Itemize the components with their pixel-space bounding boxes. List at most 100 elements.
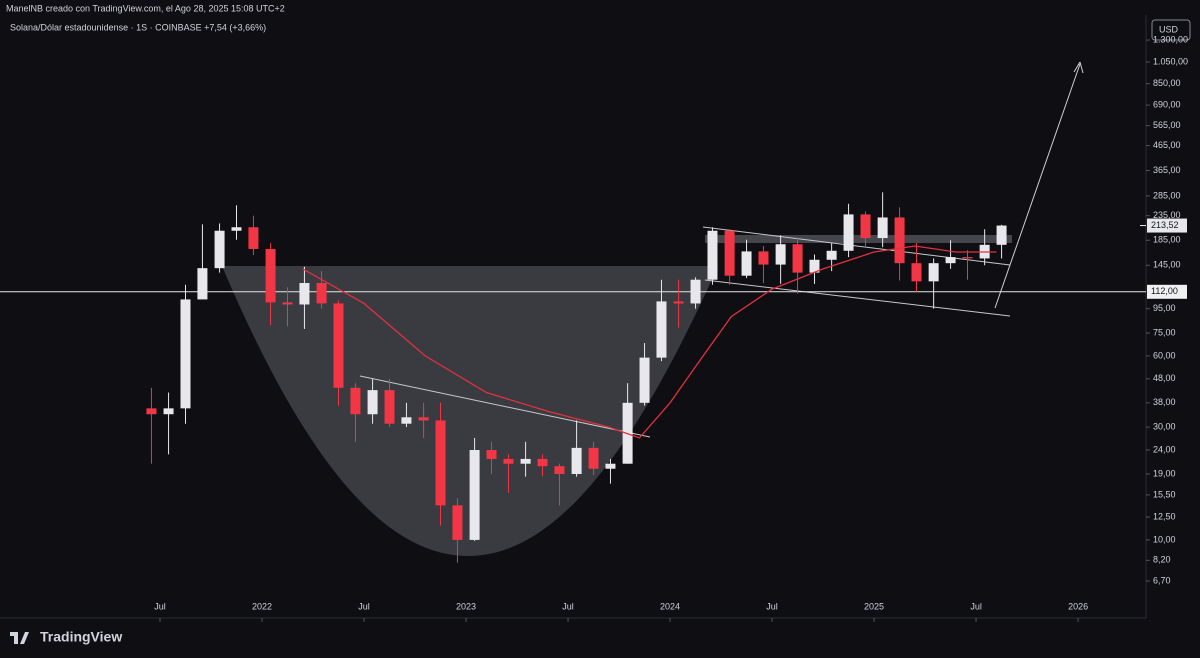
candle-body — [911, 263, 922, 282]
y-tick-label: 15,50 — [1153, 489, 1176, 499]
candle-body — [197, 268, 208, 300]
candle-body — [486, 450, 497, 459]
x-tick-label: Jul — [358, 601, 370, 611]
candle-body — [180, 299, 191, 409]
x-tick-label: 2024 — [660, 601, 680, 611]
y-tick-label: 60,00 — [1153, 350, 1176, 360]
candle-body — [469, 450, 480, 540]
candle-body — [758, 251, 769, 265]
y-tick-label: 690,00 — [1153, 99, 1181, 109]
candle-body — [401, 417, 412, 424]
y-tick-label: 75,00 — [1153, 327, 1176, 337]
candle-body — [605, 463, 616, 469]
candle-body — [724, 230, 735, 276]
symbol-title: Solana/Dólar estadounidense · 1S · COINB… — [10, 22, 266, 32]
y-tick-label: 24,00 — [1153, 444, 1176, 454]
x-tick-label: Jul — [154, 601, 166, 611]
candle-body — [860, 214, 871, 239]
candle-body — [537, 458, 548, 467]
candle-body — [877, 217, 888, 239]
candle-body — [163, 408, 174, 415]
y-tick-label: 1.050,00 — [1153, 56, 1188, 66]
candle-body — [775, 244, 786, 265]
candle-body — [588, 447, 599, 469]
candle-body — [809, 259, 820, 273]
candle-body — [690, 279, 701, 304]
candle-body — [350, 387, 361, 415]
candle-body — [571, 447, 582, 474]
x-tick-label: 2023 — [456, 601, 476, 611]
candle-body — [894, 217, 905, 264]
candle-body — [282, 302, 293, 305]
candle-body — [299, 283, 310, 305]
x-tick-label: 2022 — [252, 601, 272, 611]
trend-line — [359, 375, 651, 438]
y-tick-label: 235,00 — [1153, 210, 1181, 220]
channel-bottom — [704, 279, 1011, 317]
y-tick-label: 185,00 — [1153, 235, 1181, 245]
channel-top — [702, 226, 1011, 266]
candle-body — [707, 230, 718, 280]
y-tick-label: 565,00 — [1153, 120, 1181, 130]
candle-body — [435, 420, 446, 506]
candle-body — [639, 357, 650, 403]
candle-body — [146, 408, 157, 415]
candle-body — [792, 244, 803, 273]
currency-button[interactable] — [1151, 19, 1191, 41]
candle-body — [384, 390, 395, 424]
candle-body — [333, 303, 344, 388]
arrow-head — [1073, 61, 1084, 74]
candle-body — [741, 251, 752, 276]
y-tick-label: 6,70 — [1153, 575, 1171, 585]
candle-body — [962, 257, 973, 259]
candle-body — [843, 214, 854, 251]
plot — [0, 192, 1146, 563]
candle-body — [996, 225, 1007, 245]
y-tick-label: 1.300,00 — [1153, 34, 1188, 44]
moving-average — [302, 245, 997, 439]
range-box — [705, 235, 1012, 243]
y-tick-label: 19,00 — [1153, 468, 1176, 478]
candle-body — [452, 505, 463, 540]
candle-body — [520, 458, 531, 464]
y-tick-label: 12,50 — [1153, 511, 1176, 521]
y-tick-label: 48,00 — [1153, 373, 1176, 383]
candle-body — [656, 301, 667, 358]
candle-body — [826, 250, 837, 260]
x-tick-label: 2025 — [864, 601, 884, 611]
candle-body — [928, 263, 939, 282]
candle-body — [316, 283, 327, 304]
brand-icon — [10, 632, 29, 644]
y-tick-label: 465,00 — [1153, 140, 1181, 150]
candle-body — [673, 301, 684, 304]
y-tick-label: 95,00 — [1153, 303, 1176, 313]
level-label: 112,00 — [1151, 286, 1178, 296]
author-line: ManelNB creado con TradingView.com, el A… — [6, 3, 285, 13]
x-tick-label: Jul — [562, 601, 574, 611]
y-tick-label: 145,00 — [1153, 260, 1181, 270]
candle-body — [418, 417, 429, 421]
y-tick-label: 38,00 — [1153, 397, 1176, 407]
candle-body — [248, 227, 259, 249]
price-label-box — [1147, 218, 1187, 233]
candle-body — [214, 230, 225, 269]
projection-arrow — [994, 63, 1081, 309]
currency-label[interactable]: USD — [1159, 24, 1179, 34]
candle-body — [503, 458, 514, 464]
y-tick-label: 30,00 — [1153, 421, 1176, 431]
y-tick-label: 285,00 — [1153, 190, 1181, 200]
x-tick-label: 2026 — [1068, 601, 1088, 611]
x-tick-label: Jul — [766, 601, 778, 611]
cup-drawing — [222, 266, 718, 556]
candle-body — [265, 248, 276, 303]
level-label-box — [1147, 284, 1187, 299]
candle-body — [367, 390, 378, 415]
brand-logo: TradingView — [40, 629, 122, 645]
price-label: 213,52 — [1151, 220, 1179, 230]
candle-body — [231, 227, 242, 231]
y-tick-label: 8,20 — [1153, 555, 1171, 565]
y-tick-label: 850,00 — [1153, 78, 1181, 88]
